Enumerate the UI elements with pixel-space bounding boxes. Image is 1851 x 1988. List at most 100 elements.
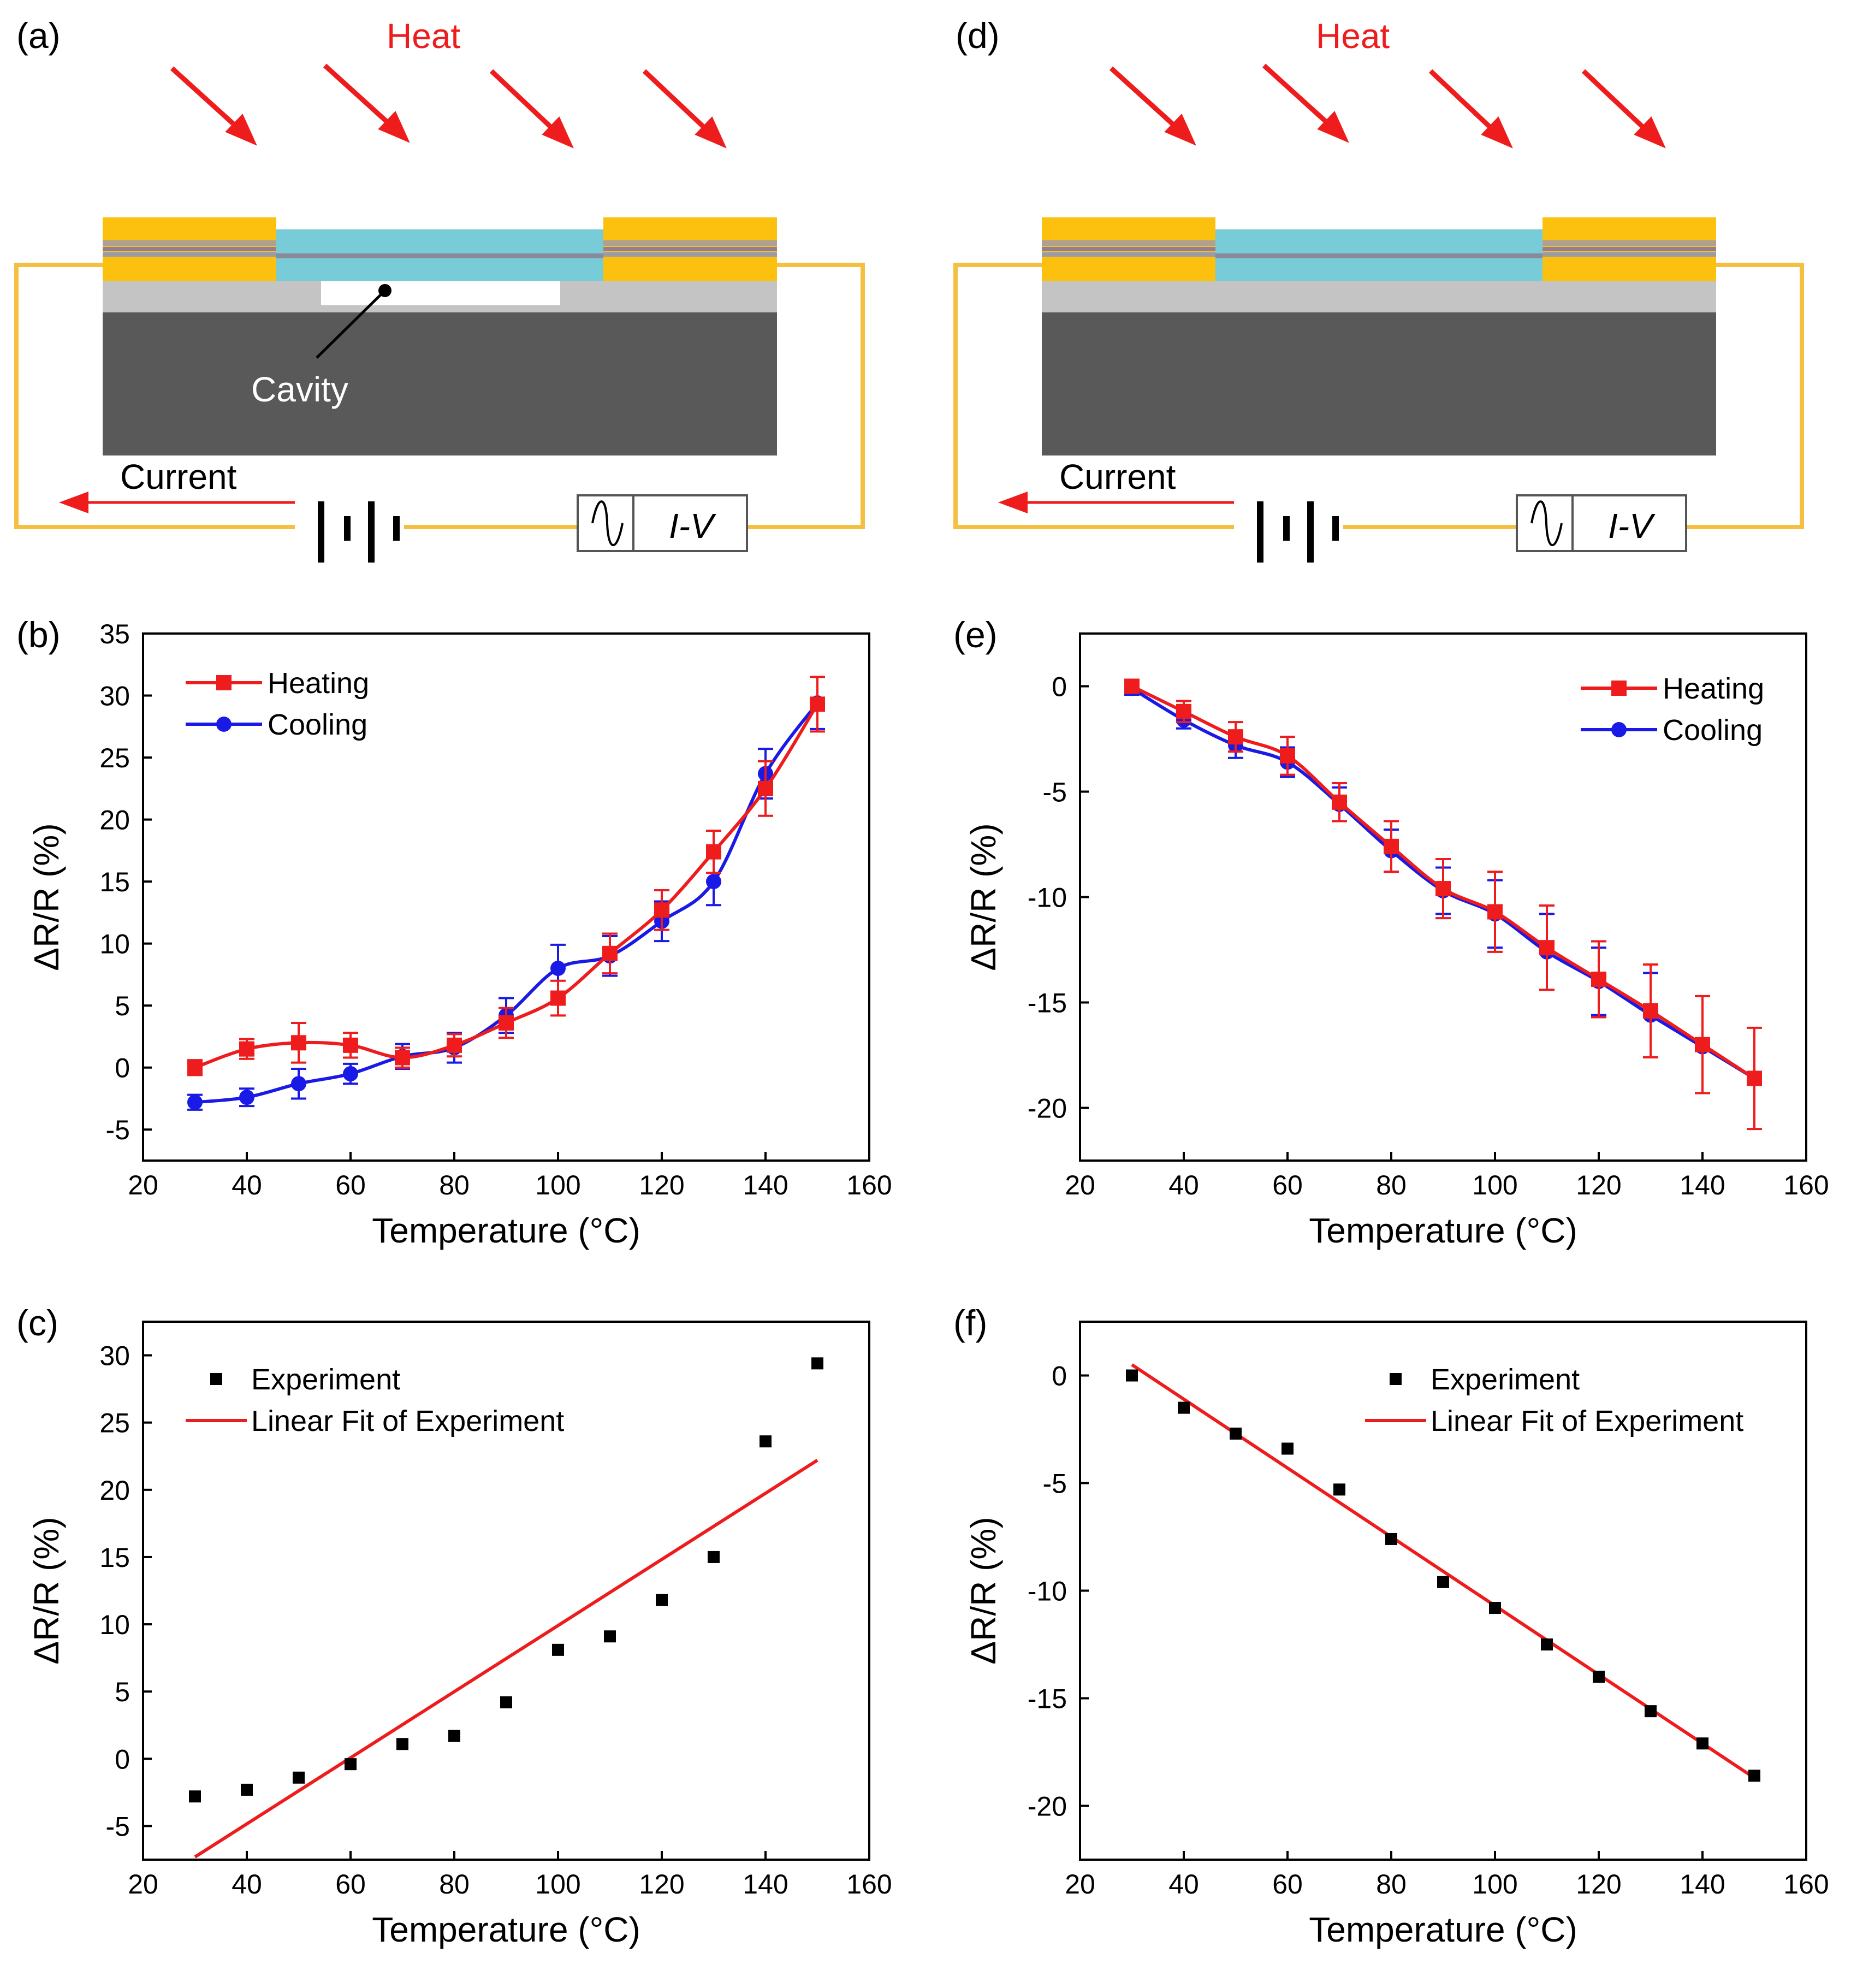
substrate-layer xyxy=(103,312,777,455)
x-tick-label: 140 xyxy=(1680,1869,1725,1900)
x-tick-label: 120 xyxy=(639,1170,684,1200)
y-tick-label: 25 xyxy=(99,743,130,773)
y-axis-label: ΔR/R (%) xyxy=(964,823,1003,971)
chart-panel-e: (e) 20 40 60 80 100 120 140 160 -20 -15 -10 -5 0 Tempe… xyxy=(953,614,1829,1250)
legend-marker-icon xyxy=(210,1373,222,1385)
y-tick-label: 0 xyxy=(1052,672,1067,702)
data-point-experiment xyxy=(1437,1576,1449,1588)
data-point-cooling xyxy=(291,1076,306,1092)
y-tick-label: -10 xyxy=(1028,883,1067,913)
plot-frame xyxy=(142,1321,870,1861)
legend-label-experiment: Experiment xyxy=(1431,1363,1580,1396)
data-point-heating xyxy=(810,696,825,712)
y-tick-label: 15 xyxy=(99,867,130,897)
legend: Experiment Linear Fit of Experiment xyxy=(1365,1363,1743,1437)
y-tick-label: -15 xyxy=(1028,988,1067,1019)
graphene-strip xyxy=(273,253,607,258)
data-point-experiment xyxy=(811,1357,823,1370)
current-label: Current xyxy=(1059,457,1176,496)
data-point-experiment xyxy=(448,1730,460,1742)
y-tick-label: 10 xyxy=(99,929,130,960)
legend-marker-icon xyxy=(1390,1373,1402,1385)
ac-source-icon xyxy=(1530,500,1563,547)
x-tick-label: 120 xyxy=(639,1869,684,1900)
legend: Experiment Linear Fit of Experiment xyxy=(186,1363,564,1437)
x-tick-label: 80 xyxy=(439,1869,470,1900)
fit-line xyxy=(194,1459,818,1859)
x-tick-label: 80 xyxy=(1376,1869,1407,1900)
y-tick-label: -5 xyxy=(1043,1469,1067,1499)
x-tick-label: 120 xyxy=(1576,1170,1621,1200)
y-tick-label: 20 xyxy=(99,1475,130,1506)
heat-arrowhead-icon xyxy=(1317,111,1349,143)
data-point-experiment xyxy=(552,1643,564,1656)
x-axis-label: Temperature (°C) xyxy=(1309,1910,1577,1949)
legend: Heating Cooling xyxy=(1581,672,1764,747)
data-point-heating xyxy=(395,1050,410,1066)
heat-arrow-icon xyxy=(1581,69,1652,136)
y-tick-label: -10 xyxy=(1028,1576,1067,1607)
y-tick-label: -5 xyxy=(1043,777,1067,808)
y-tick-label: 0 xyxy=(115,1053,130,1084)
data-point-cooling xyxy=(706,874,721,890)
data-point-cooling xyxy=(239,1090,254,1105)
x-tick-label: 60 xyxy=(335,1170,366,1200)
data-point-experiment xyxy=(189,1790,201,1803)
data-point-experiment xyxy=(1333,1483,1345,1496)
y-tick-label: 5 xyxy=(115,991,130,1021)
y-tick-label: 30 xyxy=(99,1341,130,1371)
heat-arrowhead-icon xyxy=(1634,116,1666,149)
data-point-experiment xyxy=(396,1738,408,1750)
x-tick-label: 100 xyxy=(535,1170,580,1200)
x-tick-label: 140 xyxy=(743,1170,788,1200)
x-tick-label: 80 xyxy=(439,1170,470,1200)
x-tick-label: 160 xyxy=(846,1869,892,1900)
data-point-experiment xyxy=(656,1594,668,1606)
y-tick-label: -5 xyxy=(106,1811,130,1842)
data-point-experiment xyxy=(604,1630,616,1643)
meter-label: I-V xyxy=(1608,506,1656,546)
heat-arrow-icon xyxy=(1262,63,1336,131)
legend-label-fit: Linear Fit of Experiment xyxy=(251,1405,564,1437)
data-point-cooling xyxy=(343,1066,358,1082)
heat-arrows xyxy=(1109,63,1666,149)
x-tick-label: 120 xyxy=(1576,1869,1621,1900)
x-tick-label: 20 xyxy=(1065,1869,1095,1900)
panel-label-c: (c) xyxy=(16,1303,58,1343)
graphene-strip xyxy=(1212,253,1546,258)
y-tick-label: -5 xyxy=(106,1115,130,1145)
y-tick-label: 5 xyxy=(115,1677,130,1707)
data-point-experiment xyxy=(500,1696,512,1708)
data-point-heating xyxy=(1487,904,1503,920)
x-tick-label: 60 xyxy=(1272,1170,1303,1200)
data-point-heating xyxy=(1124,678,1140,694)
iv-meter: I-V xyxy=(1516,494,1687,552)
y-tick-label: 10 xyxy=(99,1610,130,1640)
data-point-cooling xyxy=(187,1094,203,1110)
data-point-heating xyxy=(1747,1070,1762,1086)
data-point-experiment xyxy=(760,1435,772,1448)
data-point-heating xyxy=(758,780,773,796)
battery-icon xyxy=(295,494,404,563)
data-point-experiment xyxy=(1230,1427,1242,1440)
y-tick-label: 30 xyxy=(99,681,130,712)
chart-panel-f: (f) 20 40 60 80 100 120 140 160 -20 -15 -10 -5 0 Tempe… xyxy=(953,1303,1829,1949)
heat-arrow-icon xyxy=(489,69,560,136)
data-point-experiment xyxy=(708,1551,720,1563)
y-axis-label: ΔR/R (%) xyxy=(964,1517,1003,1664)
x-axis-label: Temperature (°C) xyxy=(372,1211,640,1250)
x-tick-label: 40 xyxy=(1168,1869,1199,1900)
data-point-heating xyxy=(654,902,669,918)
heat-label: Heat xyxy=(1316,16,1390,56)
legend-marker-icon xyxy=(216,717,232,732)
data-point-experiment xyxy=(1593,1671,1605,1683)
data-point-heating xyxy=(1228,729,1243,745)
x-tick-label: 20 xyxy=(128,1170,158,1200)
substrate-layer xyxy=(1042,312,1716,455)
y-axis-label: ΔR/R (%) xyxy=(27,823,66,971)
heat-arrow-icon xyxy=(170,66,244,133)
heat-arrows xyxy=(170,63,727,149)
y-tick-label: -20 xyxy=(1028,1791,1067,1822)
legend-marker-icon xyxy=(1611,681,1627,696)
x-tick-label: 40 xyxy=(232,1170,262,1200)
